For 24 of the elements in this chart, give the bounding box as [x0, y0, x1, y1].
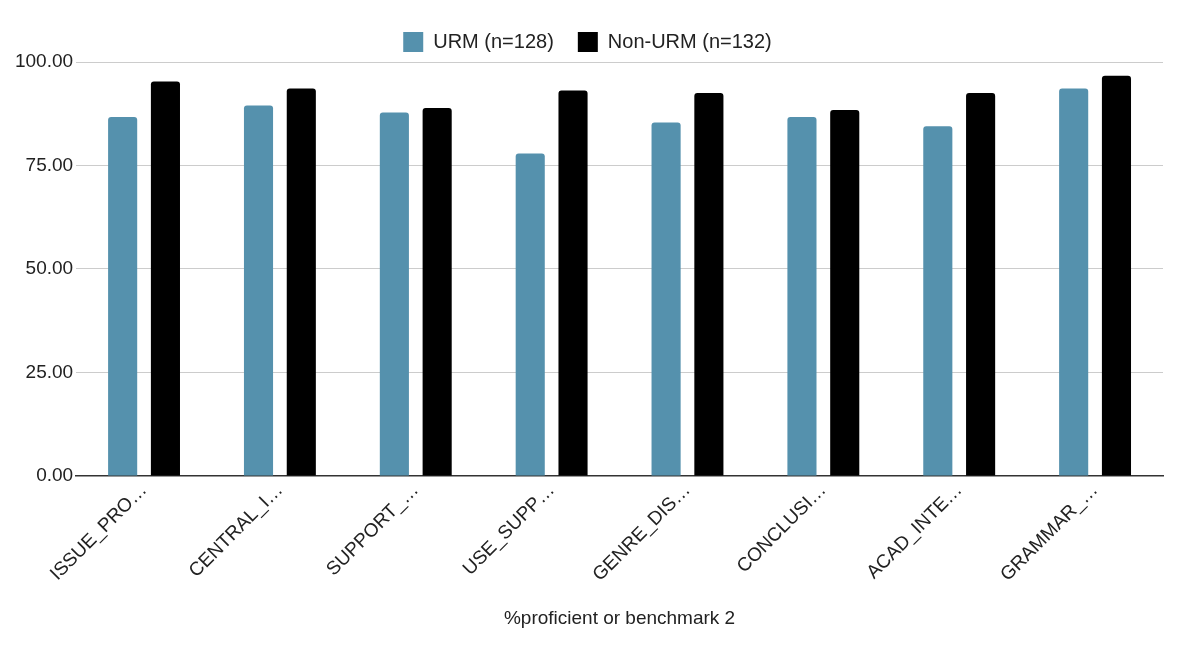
y-tick-label: 100.00 [14, 50, 74, 72]
bar [787, 117, 817, 476]
y-tick-label: 25.00 [25, 360, 74, 382]
y-tick-label: 50.00 [25, 257, 74, 279]
bar [108, 117, 138, 476]
bar [651, 122, 681, 476]
y-tick-label: 75.00 [25, 153, 74, 175]
bar [830, 110, 860, 476]
bar [558, 90, 588, 476]
bar [923, 126, 953, 476]
x-axis-title: %proficient or benchmark 2 [503, 606, 736, 628]
bar [286, 88, 316, 476]
bar [422, 107, 452, 476]
bar [1059, 88, 1089, 476]
legend-label: Non-URM (n=132) [607, 29, 772, 52]
y-tick-label: 0.00 [36, 464, 74, 486]
bar [150, 81, 180, 476]
bar [379, 112, 409, 476]
bar [243, 105, 274, 476]
bar [694, 93, 724, 476]
bar [1101, 75, 1132, 476]
legend-label: URM (n=128) [433, 29, 554, 52]
bar [515, 153, 545, 476]
bar [966, 93, 996, 476]
